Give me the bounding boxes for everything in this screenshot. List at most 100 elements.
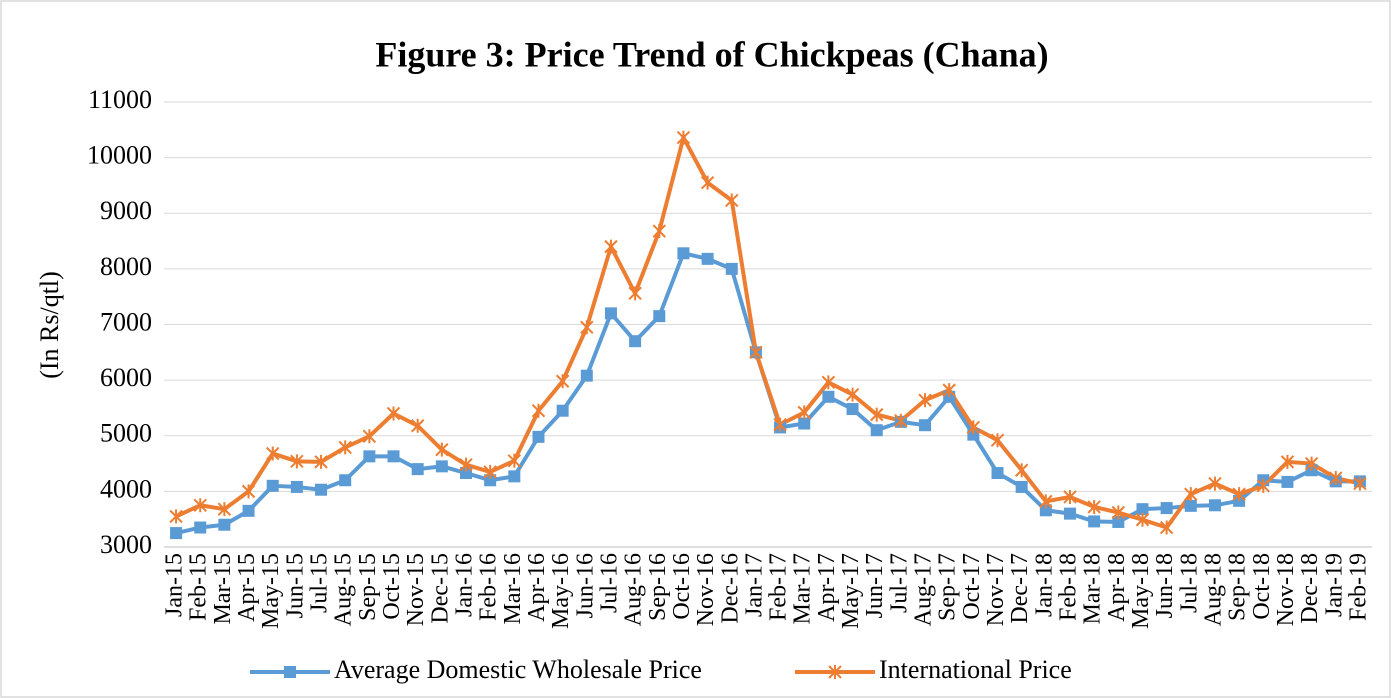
x-tick-label: May-17 — [838, 553, 864, 629]
data-point — [387, 450, 400, 463]
x-tick-label: May-16 — [548, 553, 574, 629]
data-point — [580, 320, 594, 335]
data-point — [266, 446, 280, 461]
x-tick-label: Jul-17 — [886, 553, 912, 613]
data-point — [363, 450, 376, 463]
data-point — [484, 474, 497, 487]
x-tick-label: Jun-16 — [572, 553, 598, 618]
data-point — [701, 252, 714, 265]
data-point — [314, 454, 328, 469]
data-point — [290, 480, 303, 493]
data-point — [507, 453, 522, 468]
x-tick-label: Jun-15 — [282, 553, 308, 618]
x-tick-label: Feb-18 — [1056, 553, 1082, 621]
data-point — [990, 433, 1005, 448]
data-point — [749, 345, 763, 360]
x-tick-label: Feb-16 — [476, 553, 502, 621]
data-point — [677, 247, 690, 260]
x-tick-label: Aug-18 — [1200, 553, 1226, 626]
x-tick-label: May-18 — [1128, 553, 1154, 629]
x-tick-label: Feb-15 — [186, 553, 212, 621]
data-point — [483, 464, 497, 479]
data-point — [411, 463, 424, 476]
x-tick-label: Mar-16 — [500, 553, 526, 625]
data-point — [217, 502, 232, 517]
data-point — [580, 369, 593, 382]
data-point — [1280, 454, 1295, 469]
x-tick-label: Apr-18 — [1104, 553, 1130, 622]
data-point — [1112, 515, 1125, 528]
legend-label: Average Domestic Wholesale Price — [334, 655, 702, 684]
legend-marker — [284, 666, 296, 678]
data-point — [556, 404, 569, 417]
data-point — [435, 442, 449, 457]
x-tick-label: Aug-16 — [621, 553, 647, 626]
data-point — [339, 474, 352, 487]
x-tick-label: Feb-17 — [766, 553, 792, 621]
data-point — [966, 420, 981, 435]
data-point — [894, 413, 908, 428]
x-tick-label: May-15 — [258, 553, 284, 629]
data-point — [700, 175, 715, 190]
x-tick-label: Nov-16 — [693, 553, 719, 626]
data-point — [1160, 502, 1173, 515]
x-tick-label: Sep-17 — [935, 553, 961, 621]
x-tick-label: Aug-15 — [331, 553, 357, 626]
data-point — [169, 509, 183, 524]
data-point — [1184, 487, 1198, 502]
data-point — [1135, 512, 1150, 527]
legend-label: International Price — [879, 655, 1072, 684]
data-point — [315, 483, 328, 496]
data-point — [1063, 489, 1077, 504]
data-point — [1111, 505, 1126, 520]
data-point — [725, 193, 739, 208]
x-tick-label: Dec-16 — [717, 553, 743, 624]
data-point — [1039, 504, 1052, 517]
data-point — [1087, 499, 1101, 514]
x-tick-label: Mar-18 — [1080, 553, 1106, 625]
data-point — [604, 239, 618, 254]
x-tick-label: Oct-18 — [1249, 553, 1275, 620]
data-point — [942, 383, 956, 398]
data-point — [218, 518, 231, 531]
data-point — [1281, 475, 1294, 488]
x-tick-label: Feb-19 — [1345, 553, 1371, 621]
data-point — [508, 470, 521, 483]
data-point — [629, 335, 642, 348]
chart-title: Figure 3: Price Trend of Chickpeas (Chan… — [375, 34, 1048, 74]
x-tick-label: Oct-16 — [669, 553, 695, 620]
data-point — [1329, 471, 1343, 486]
x-tick-label: Dec-15 — [427, 553, 453, 624]
data-point — [797, 405, 811, 420]
data-point — [459, 457, 473, 472]
data-point — [290, 454, 304, 469]
y-tick-label: 5000 — [100, 419, 152, 448]
data-point — [532, 430, 545, 443]
data-point — [725, 262, 738, 275]
x-tick-label: Jun-18 — [1152, 553, 1178, 618]
data-point — [531, 403, 546, 418]
data-point — [460, 467, 472, 480]
x-tick-label: Sep-16 — [645, 553, 671, 621]
data-point — [1014, 463, 1029, 478]
x-tick-label: Nov-15 — [403, 553, 429, 626]
data-point — [821, 375, 836, 390]
data-point — [822, 390, 835, 403]
data-point — [362, 429, 377, 444]
data-point — [1208, 476, 1222, 491]
x-tick-label: Dec-18 — [1297, 553, 1323, 624]
x-tick-label: Mar-17 — [790, 553, 816, 625]
data-point — [410, 418, 425, 433]
data-point — [652, 224, 666, 239]
x-tick-label: Apr-17 — [814, 553, 840, 622]
x-tick-label: Jan-17 — [741, 553, 767, 617]
y-axis-label: (In Rs/qtl) — [35, 271, 64, 379]
data-point — [194, 521, 207, 534]
data-point — [1232, 487, 1246, 502]
x-tick-label: Sep-18 — [1225, 553, 1251, 621]
x-tick-label: Nov-17 — [983, 553, 1009, 626]
data-point — [338, 440, 352, 455]
y-tick-label: 3000 — [100, 530, 152, 559]
y-tick-label: 7000 — [100, 307, 152, 336]
data-point — [773, 417, 787, 432]
